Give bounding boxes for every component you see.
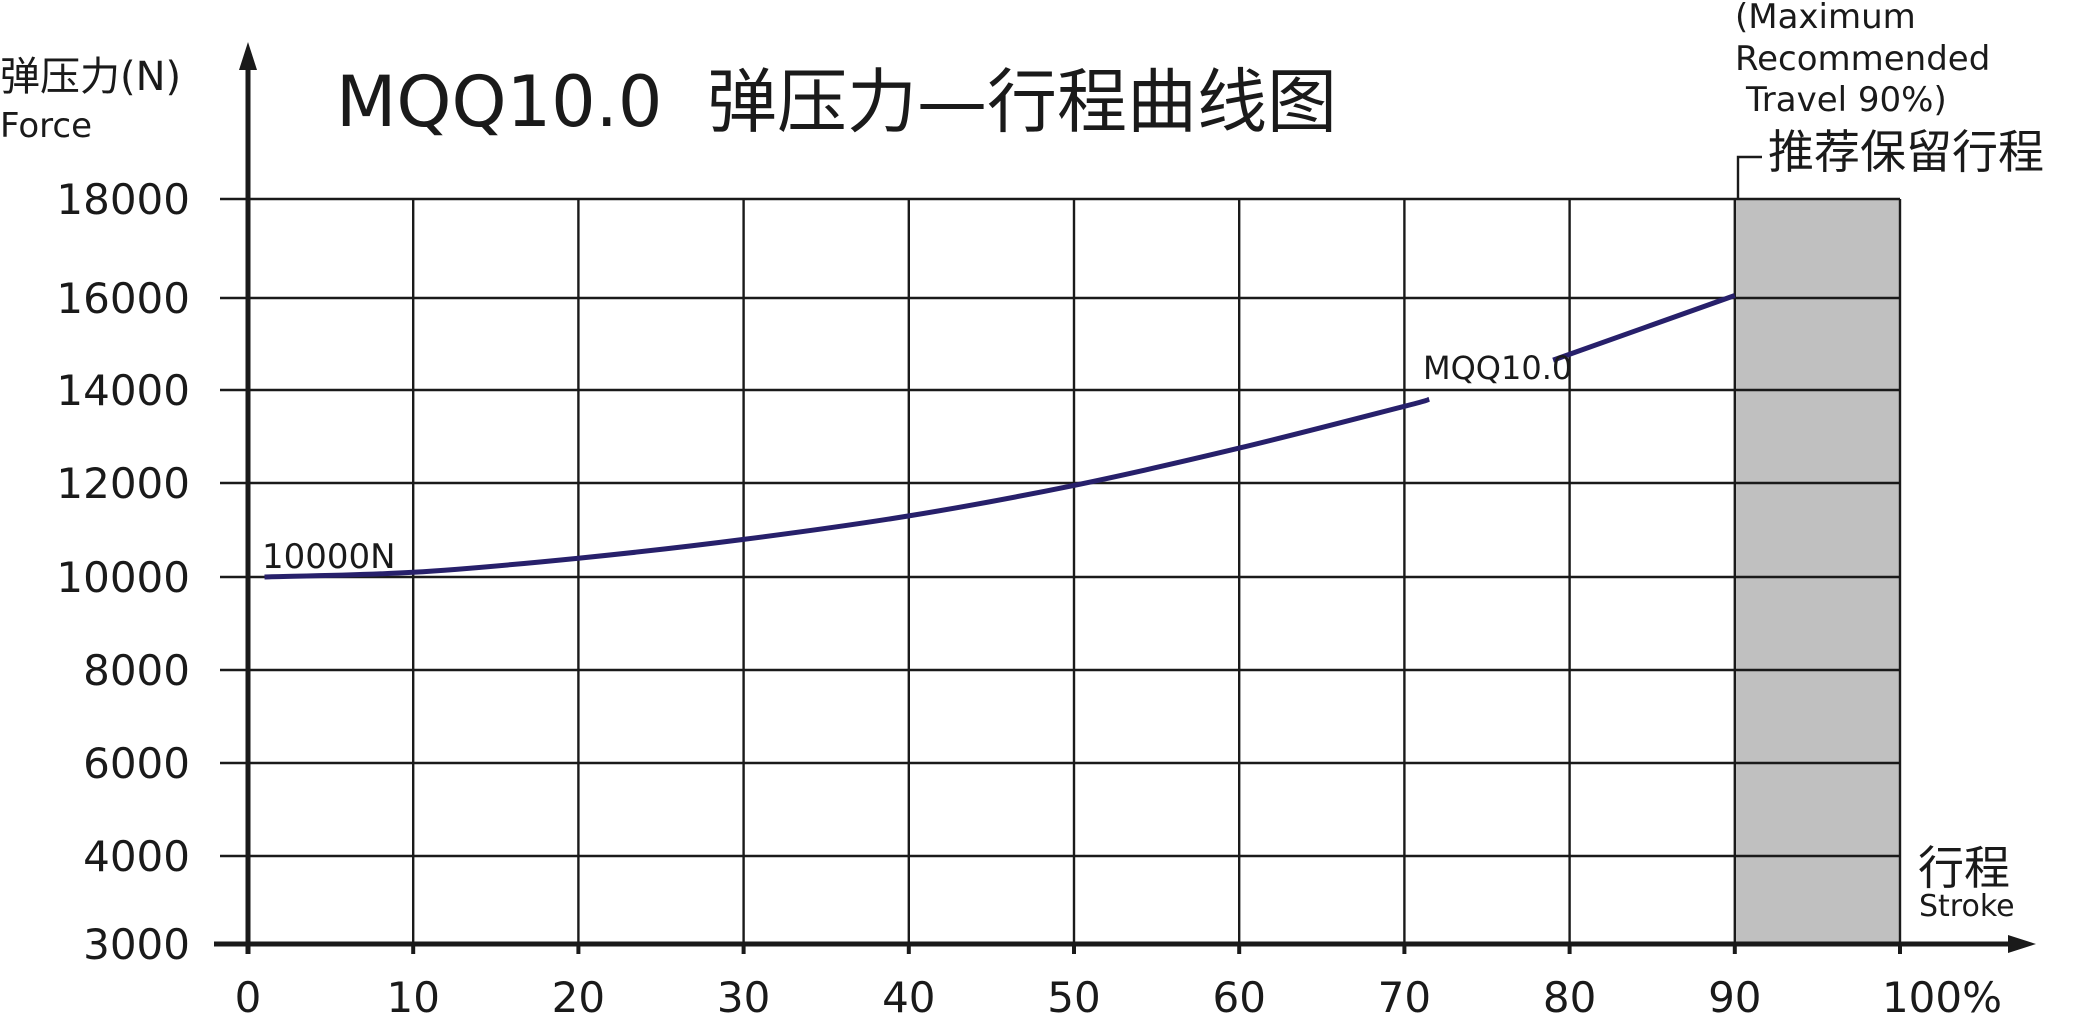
start-value-label: 10000N — [262, 537, 396, 577]
x-tick-label: 80 — [1543, 973, 1596, 1016]
y-tick-label: 10000 — [56, 553, 190, 602]
series-line-segment-1 — [264, 396, 1430, 580]
x-tick-label: 0 — [235, 973, 262, 1016]
reserve-note-en-line-2: Recommended — [1735, 39, 1990, 79]
x-tick-label: 90 — [1708, 973, 1761, 1016]
y-tick-label: 6000 — [83, 739, 190, 788]
y-axis-label-en: Force — [0, 106, 92, 146]
y-tick-label: 4000 — [83, 832, 190, 881]
y-tick-label: 16000 — [56, 274, 190, 323]
x-tick-label: 50 — [1047, 973, 1100, 1016]
y-tick-label: 14000 — [56, 366, 190, 415]
reserve-note-en-line-3: Travel 90%) — [1745, 80, 1947, 120]
x-tick-label: 40 — [882, 973, 935, 1016]
x-axis-label-en: Stroke — [1919, 889, 2015, 924]
tick-labels: 0 10 20 30 40 50 60 70 80 90 100% 3000 4000 6000 8000 1… — [56, 175, 2002, 1016]
x-tick-label: 20 — [552, 973, 605, 1016]
reserve-travel-region — [1734, 199, 1900, 944]
y-tick-label: 18000 — [56, 175, 190, 224]
series-label: MQQ10.0 — [1423, 349, 1572, 387]
series-line-segment-2 — [1552, 293, 1736, 363]
x-axis-label: 行程 — [1918, 841, 2010, 895]
y-axis-arrow — [239, 42, 257, 70]
chart-title: MQQ10.0 弹压力—行程曲线图 — [336, 61, 1337, 143]
reserve-note-bracket — [1736, 155, 1762, 200]
grid-lines — [220, 197, 1902, 954]
x-tick-label: 10 — [386, 973, 439, 1016]
x-tick-label: 30 — [717, 973, 770, 1016]
y-tick-label: 3000 — [83, 920, 190, 969]
reserve-note-cn: 推荐保留行程 — [1768, 125, 2044, 179]
x-tick-label: 70 — [1378, 973, 1431, 1016]
x-tick-label: 60 — [1212, 973, 1265, 1016]
x-axis-arrow — [2008, 935, 2036, 953]
reserve-note-en-line-1: (Maximum — [1735, 0, 1916, 37]
x-tick-label: 100% — [1882, 973, 2002, 1016]
y-axis-label: 弹压力(N) — [0, 54, 181, 100]
y-tick-label: 12000 — [56, 459, 190, 508]
y-tick-label: 8000 — [83, 646, 190, 695]
